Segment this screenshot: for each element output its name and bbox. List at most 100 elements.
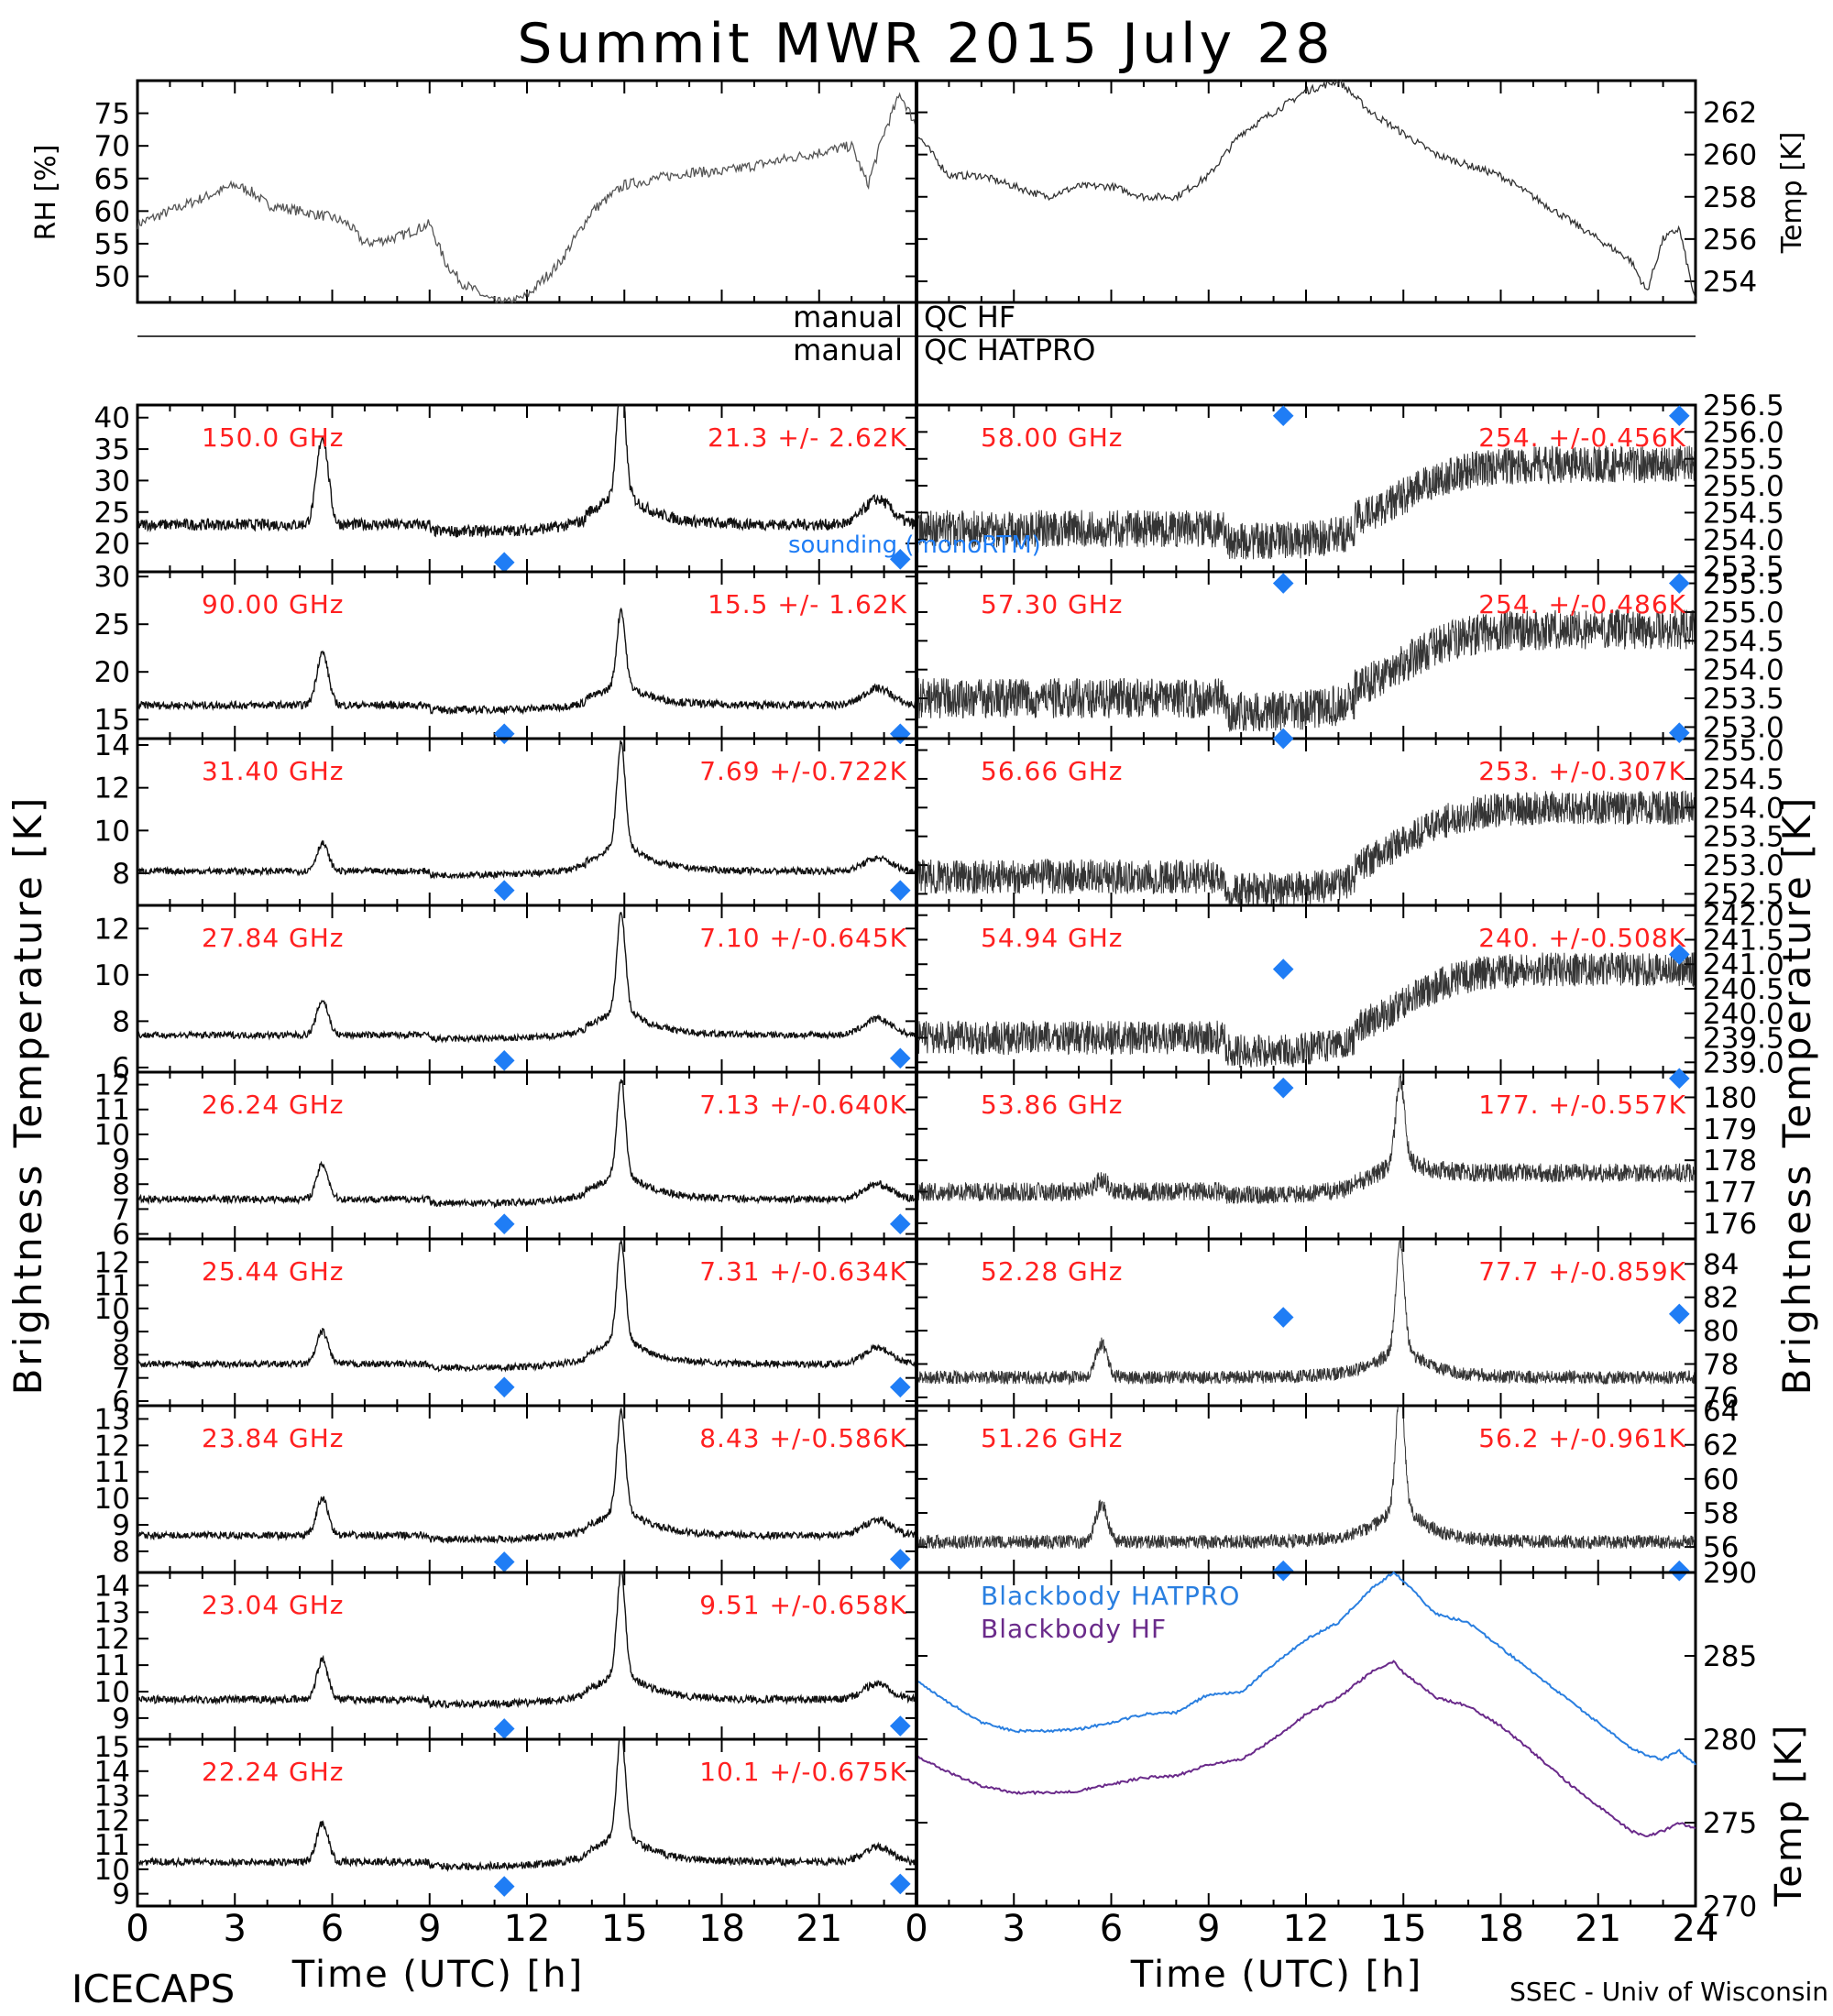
- footer-right-label: SSEC - Univ of Wisconsin: [1509, 1977, 1828, 2007]
- sounding-marker: [493, 1551, 515, 1572]
- qc-right-label-1: QC HF: [924, 300, 1015, 334]
- y-tick-label: 253.0: [1703, 849, 1784, 882]
- sounding-marker: [1668, 1068, 1690, 1090]
- y-tick-label: 15: [94, 704, 130, 737]
- y-tick-label: 179: [1703, 1113, 1757, 1146]
- y-tick-label: 10: [94, 1483, 130, 1516]
- x-tick-label: 18: [698, 1908, 745, 1950]
- stat-label: 240. +/-0.508K: [1478, 923, 1686, 953]
- sounding-marker: [1668, 722, 1690, 744]
- y-tick-label: 14: [94, 1570, 130, 1603]
- channel-trace: [137, 607, 917, 716]
- y-tick-label: 13: [94, 1780, 130, 1813]
- y-tick-label: 255.0: [1703, 597, 1784, 630]
- stat-label: 254. +/-0.486K: [1478, 589, 1686, 619]
- x-tick-label: 9: [1197, 1908, 1220, 1950]
- qc-right-label-2: QC HATPRO: [924, 333, 1095, 367]
- channel-trace: [916, 445, 1696, 560]
- channel-trace: [916, 1405, 1696, 1550]
- y-tick-label: 8: [112, 1536, 130, 1569]
- sounding-marker: [1668, 1560, 1690, 1582]
- y-tick-label: 20: [94, 528, 130, 561]
- frequency-label: 52.28 GHz: [981, 1256, 1124, 1287]
- y-tick-label: 11: [94, 1094, 130, 1127]
- y-tick-label: 12: [94, 913, 130, 946]
- sounding-legend-label: sounding (monoRTM): [788, 531, 1041, 559]
- y-tick-label: 10: [94, 959, 130, 992]
- x-tick-label: 9: [418, 1908, 441, 1950]
- qc-left-label-2: manual: [793, 333, 903, 367]
- sounding-marker: [1272, 573, 1294, 594]
- y-tick-label: 60: [1703, 1463, 1739, 1496]
- channel-trace: [916, 608, 1696, 732]
- frequency-label: 31.40 GHz: [202, 756, 345, 786]
- sounding-marker: [1668, 573, 1690, 594]
- stat-label: 77.7 +/-0.859K: [1478, 1256, 1686, 1287]
- y-tick-label: 280: [1703, 1724, 1757, 1757]
- x-tick-label: 6: [321, 1908, 344, 1950]
- sounding-marker: [889, 723, 911, 745]
- y-tick-label: 12: [94, 1246, 130, 1279]
- y-tick-label: 40: [94, 402, 130, 435]
- y-tick-label: 9: [112, 1703, 130, 1736]
- y-tick-label: 290: [1703, 1557, 1757, 1590]
- sounding-marker: [889, 548, 911, 570]
- y-tick-label: 80: [1703, 1315, 1739, 1348]
- y-tick-label: 12: [94, 1623, 130, 1656]
- frequency-label: 51.26 GHz: [981, 1423, 1124, 1453]
- blackbody-hatpro-label: Blackbody HATPRO: [981, 1581, 1240, 1611]
- stat-label: 7.31 +/-0.634K: [699, 1256, 907, 1287]
- sounding-marker: [1272, 405, 1294, 427]
- y-tick-label: 60: [94, 195, 130, 228]
- sounding-marker: [493, 880, 515, 901]
- y-tick-label: 55: [94, 228, 130, 261]
- y-tick-label: 255.5: [1703, 444, 1784, 477]
- y-tick-label: 9: [112, 1509, 130, 1542]
- y-tick-label: 7: [112, 1363, 130, 1396]
- y-tick-label: 30: [94, 465, 130, 498]
- y-tick-label: 254.5: [1703, 497, 1784, 530]
- y-tick-label: 242.0: [1703, 900, 1784, 933]
- y-tick-label: 25: [94, 497, 130, 530]
- stat-label: 15.5 +/- 1.62K: [708, 589, 907, 619]
- y-tick-label: 241.0: [1703, 948, 1784, 981]
- y-tick-label: 10: [94, 1119, 130, 1152]
- y-tick-label: 9: [112, 1316, 130, 1349]
- y-tick-label: 10: [94, 1854, 130, 1887]
- blackbody-hf-line: [916, 1660, 1696, 1838]
- y-tick-label: 78: [1703, 1349, 1739, 1382]
- x-tick-label: 3: [224, 1908, 247, 1950]
- blackbody-hf-label: Blackbody HF: [981, 1614, 1167, 1644]
- y-tick-label: 254.5: [1703, 763, 1784, 796]
- y-tick-label: 8: [112, 1339, 130, 1372]
- y-tick-label: 254.5: [1703, 625, 1784, 658]
- x-tick-label: 12: [504, 1908, 551, 1950]
- frequency-label: 58.00 GHz: [981, 422, 1124, 453]
- y-tick-label: 14: [94, 1756, 130, 1789]
- sounding-marker: [1272, 1307, 1294, 1328]
- y-tick-label: 75: [94, 98, 130, 131]
- right-axis-title: Brightness Temperature [K]: [1774, 795, 1819, 1396]
- y-tick-label: 10: [94, 1676, 130, 1709]
- stat-label: 7.69 +/-0.722K: [699, 756, 907, 786]
- sounding-marker: [889, 1047, 911, 1069]
- sounding-marker: [1272, 959, 1294, 980]
- y-tick-label: 12: [94, 1804, 130, 1837]
- y-tick-label: 25: [94, 608, 130, 641]
- sounding-marker: [493, 1876, 515, 1897]
- y-tick-label: 14: [94, 729, 130, 762]
- y-tick-label: 256: [1703, 224, 1757, 257]
- y-tick-label: 241.5: [1703, 924, 1784, 957]
- frequency-label: 53.86 GHz: [981, 1090, 1124, 1120]
- y-tick-label: 239.0: [1703, 1046, 1784, 1079]
- x-tick-label: 18: [1477, 1908, 1524, 1950]
- channel-trace: [137, 1408, 917, 1545]
- y-tick-label: 258: [1703, 181, 1757, 214]
- sounding-marker: [493, 723, 515, 745]
- y-tick-label: 11: [94, 1270, 130, 1303]
- channel-trace: [137, 740, 917, 881]
- y-tick-label: 253.5: [1703, 821, 1784, 854]
- blackbody-hatpro-line: [916, 1571, 1696, 1766]
